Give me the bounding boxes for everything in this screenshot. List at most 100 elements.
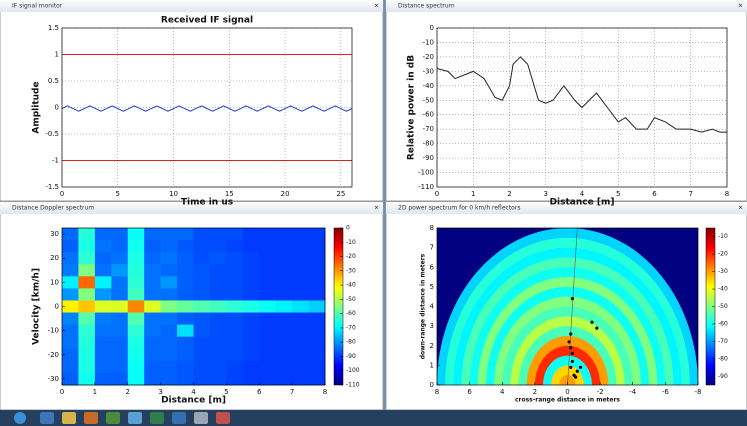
- heat-cell: [275, 324, 293, 338]
- heat-cell: [275, 240, 293, 253]
- heat-cell: [292, 288, 309, 301]
- app-icon[interactable]: [172, 412, 186, 424]
- heat-cell: [209, 336, 227, 350]
- heat-cell: [275, 276, 293, 289]
- colorbar-label: -30: [346, 267, 356, 274]
- heat-cell: [226, 372, 244, 386]
- heat-cell: [94, 372, 112, 386]
- heat-cell: [259, 372, 277, 386]
- heat-cell: [78, 228, 96, 241]
- target-point: [595, 326, 599, 330]
- target-point: [570, 352, 574, 356]
- title-bar[interactable]: [386, 202, 747, 214]
- colorbar-label: -80: [346, 339, 356, 346]
- heat-cell: [226, 360, 244, 374]
- heat-cell: [177, 288, 194, 301]
- app-icon[interactable]: [194, 412, 208, 424]
- heat-cell: [160, 348, 178, 362]
- heat-cell: [177, 360, 194, 374]
- heat-cell: [259, 276, 277, 289]
- heat-cell: [242, 372, 260, 386]
- heat-cell: [177, 240, 194, 253]
- heat-cell: [308, 228, 326, 241]
- heat-cell: [177, 348, 194, 362]
- start-button[interactable]: [14, 412, 26, 424]
- heat-cell: [242, 240, 260, 253]
- heat-cell: [226, 240, 244, 253]
- app-icon[interactable]: [128, 412, 142, 424]
- heat-cell: [209, 324, 227, 338]
- x-tick-label: 15: [225, 190, 234, 198]
- x-tick-label: -4: [629, 388, 637, 396]
- heat-cell: [144, 336, 162, 350]
- heat-cell: [292, 300, 309, 313]
- heat-cell: [127, 336, 145, 350]
- title-bar[interactable]: [0, 0, 383, 12]
- heat-cell: [308, 312, 326, 326]
- y-axis-label: Velocity [km/h]: [32, 268, 42, 345]
- heat-cell: [259, 252, 277, 265]
- heat-cell: [292, 240, 309, 253]
- heat-cell: [144, 276, 162, 289]
- heat-cell: [111, 324, 129, 338]
- heat-cell: [292, 372, 309, 386]
- heat-cell: [209, 372, 227, 386]
- target-point: [569, 346, 573, 350]
- heat-cell: [62, 348, 79, 362]
- x-tick-label: 0: [60, 190, 64, 198]
- close-button[interactable]: ✕: [374, 205, 379, 212]
- close-button[interactable]: ✕: [374, 3, 379, 10]
- close-button[interactable]: ✕: [738, 3, 743, 10]
- y-axis-label: Relative power in dB: [407, 55, 417, 160]
- y-tick-label: -20: [48, 351, 59, 359]
- app-icon[interactable]: [62, 412, 76, 424]
- colorbar-label: -70: [718, 338, 728, 345]
- x-tick-label: 10: [169, 190, 178, 198]
- app-icon[interactable]: [150, 412, 164, 424]
- heat-cell: [242, 252, 260, 265]
- heat-cell: [226, 276, 244, 289]
- heat-cell: [111, 228, 129, 241]
- heat-cell: [292, 264, 309, 277]
- heat-cell: [62, 312, 79, 326]
- y-tick-label: -10: [48, 327, 59, 335]
- heat-cell: [94, 228, 112, 241]
- title-bar[interactable]: [0, 202, 383, 214]
- heat-cell: [292, 324, 309, 338]
- heat-cell: [275, 288, 293, 301]
- heat-cell: [242, 264, 260, 277]
- heat-cell: [226, 252, 244, 265]
- window-title: Distance spectrum: [398, 3, 455, 10]
- window-title: 2D power spectrum for 0 km/h reflectors: [398, 205, 520, 212]
- heat-cell: [62, 264, 79, 277]
- heat-cell: [94, 336, 112, 350]
- heat-cell: [94, 276, 112, 289]
- heat-cell: [127, 264, 145, 277]
- x-tick-label: 8: [435, 388, 439, 396]
- y-tick-label: 5: [430, 283, 434, 291]
- heat-cell: [78, 312, 96, 326]
- heat-cell: [308, 372, 326, 386]
- title-bar[interactable]: [386, 0, 747, 12]
- x-tick-label: 5: [224, 388, 228, 396]
- target-point: [575, 369, 579, 373]
- heat-cell: [292, 252, 309, 265]
- heat-cell: [177, 336, 194, 350]
- heat-cell: [94, 288, 112, 301]
- fan: [437, 228, 698, 385]
- x-tick-label: 7: [689, 190, 693, 198]
- heat-cell: [242, 348, 260, 362]
- chart-title: Received IF signal: [161, 16, 253, 26]
- app-icon[interactable]: [40, 412, 54, 424]
- app-icon[interactable]: [106, 412, 120, 424]
- app-icon[interactable]: [216, 412, 230, 424]
- y-tick-label: -0.5: [45, 130, 59, 138]
- y-tick-label: 6: [430, 263, 435, 271]
- x-tick-label: 6: [467, 388, 472, 396]
- heat-cell: [94, 324, 112, 338]
- close-button[interactable]: ✕: [738, 205, 743, 212]
- heat-cell: [144, 324, 162, 338]
- app-icon[interactable]: [84, 412, 98, 424]
